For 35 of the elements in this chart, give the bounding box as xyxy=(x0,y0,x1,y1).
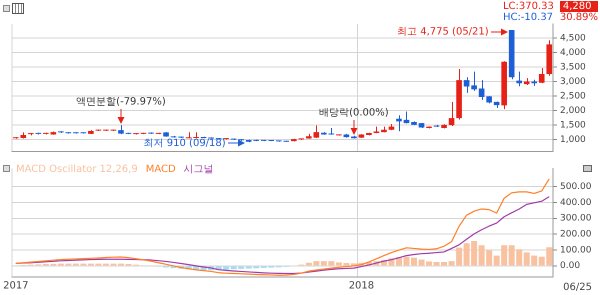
y-tick-label: 1,500 xyxy=(560,120,586,130)
text: MACD Oscillator 12,26,9 xyxy=(16,164,138,176)
y-tick-label: 3,500 xyxy=(560,62,586,72)
annotation: 최고 4,775 (05/21) xyxy=(397,26,489,38)
y-tick-label: 2,000 xyxy=(560,106,586,116)
candlestick xyxy=(464,76,470,94)
y-tick-label: 3,000 xyxy=(560,76,586,87)
y-tick-label: 2,500 xyxy=(560,91,586,102)
text: HC:-10.37 xyxy=(502,12,554,23)
y-tick-label: 4,000 xyxy=(560,48,586,58)
text: 4,280 xyxy=(560,1,598,12)
candlestick xyxy=(448,101,454,127)
y-tick-label: 300.00 xyxy=(560,214,592,224)
text: LC:370.33 xyxy=(502,1,554,12)
candlestick xyxy=(478,80,484,100)
x-tick-label: 2017 xyxy=(3,280,29,292)
y-tick-label: 500.00 xyxy=(560,182,592,192)
y-tick-label: 4,500 xyxy=(560,33,586,44)
y-tick-label: 200.00 xyxy=(560,230,592,240)
y-tick-label: 0.00 xyxy=(560,261,580,272)
y-tick-label: 400.00 xyxy=(560,198,592,208)
text: 30.89% xyxy=(560,12,598,23)
annotation: 액면분할(-79.97%) xyxy=(76,96,166,108)
y-tick-label: 100.00 xyxy=(560,245,592,256)
text: MACD xyxy=(146,164,176,176)
candlestick xyxy=(516,71,522,87)
x-tick-label: 2018 xyxy=(348,280,374,292)
annotation: 배당락(0.00%) xyxy=(319,107,389,118)
text: 시그널 xyxy=(184,164,214,176)
candlestick xyxy=(313,124,320,138)
candlestick xyxy=(471,71,477,92)
candlestick xyxy=(538,68,545,84)
annotation: 최저 910 (09/18) xyxy=(144,138,226,149)
text: 06/25 xyxy=(563,282,592,293)
y-tick-label: 1,000 xyxy=(560,135,586,146)
